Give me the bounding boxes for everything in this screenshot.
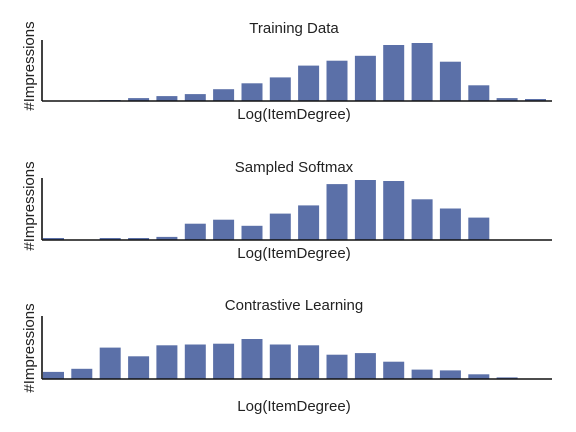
chart-title: Contrastive Learning xyxy=(225,297,363,314)
bar xyxy=(213,89,235,101)
panel-sampled-softmax: Sampled Softmax #Impressions Log(ItemDeg… xyxy=(21,159,552,262)
bar xyxy=(439,208,461,240)
bar xyxy=(71,368,93,379)
bar xyxy=(496,98,518,101)
bar xyxy=(411,199,433,240)
x-axis-label: Log(ItemDegree) xyxy=(237,106,350,123)
bar xyxy=(411,369,433,379)
y-axis-label: #Impressions xyxy=(21,161,38,250)
bar xyxy=(156,236,178,240)
bar xyxy=(468,374,490,379)
bar xyxy=(156,345,178,379)
bar xyxy=(184,344,206,379)
panel-contrastive-learning: Contrastive Learning #Impressions Log(It… xyxy=(21,297,552,415)
bar xyxy=(411,43,433,101)
bar xyxy=(354,180,376,240)
bar xyxy=(184,94,206,101)
bar xyxy=(184,223,206,240)
bar xyxy=(439,370,461,379)
bar-group xyxy=(99,43,546,101)
bar xyxy=(468,85,490,101)
bar xyxy=(326,184,348,240)
bar xyxy=(383,45,405,101)
x-axis-label: Log(ItemDegree) xyxy=(237,398,350,415)
bar xyxy=(525,99,546,101)
bar xyxy=(383,181,405,240)
bar xyxy=(241,83,263,101)
bar-group xyxy=(43,339,518,379)
bar xyxy=(43,371,64,379)
bar xyxy=(326,60,348,101)
bar xyxy=(241,225,263,240)
bar xyxy=(156,96,178,101)
bar xyxy=(326,354,348,379)
bar xyxy=(99,347,121,379)
bar xyxy=(241,339,263,379)
chart-title: Training Data xyxy=(249,20,339,37)
bar xyxy=(269,213,291,240)
bar xyxy=(43,238,64,240)
bar xyxy=(128,238,150,240)
bar xyxy=(383,361,405,379)
x-axis-label: Log(ItemDegree) xyxy=(237,245,350,262)
bar xyxy=(298,345,320,379)
bar xyxy=(468,217,490,240)
bar xyxy=(269,344,291,379)
y-axis-label: #Impressions xyxy=(21,21,38,110)
y-axis-label: #Impressions xyxy=(21,303,38,392)
bar xyxy=(128,98,150,101)
bar xyxy=(99,238,121,240)
chart-title: Sampled Softmax xyxy=(235,159,354,176)
bar xyxy=(213,219,235,240)
bar xyxy=(439,61,461,101)
bar xyxy=(354,55,376,101)
bar xyxy=(128,356,150,379)
bar-group xyxy=(43,180,490,240)
bar xyxy=(298,65,320,101)
panel-training-data: Training Data #Impressions Log(ItemDegre… xyxy=(21,20,552,123)
bar xyxy=(269,77,291,101)
bar xyxy=(213,343,235,379)
bar xyxy=(354,353,376,379)
bar xyxy=(298,205,320,240)
